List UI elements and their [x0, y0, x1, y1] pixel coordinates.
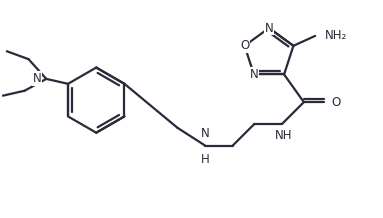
Text: NH₂: NH₂: [325, 29, 347, 43]
Text: N: N: [265, 22, 273, 34]
Text: NH: NH: [275, 129, 293, 142]
Text: N: N: [250, 68, 258, 81]
Text: N: N: [33, 72, 41, 85]
Text: N: N: [201, 127, 210, 140]
Text: O: O: [240, 39, 249, 52]
Text: O: O: [331, 96, 341, 109]
Text: H: H: [201, 153, 210, 167]
